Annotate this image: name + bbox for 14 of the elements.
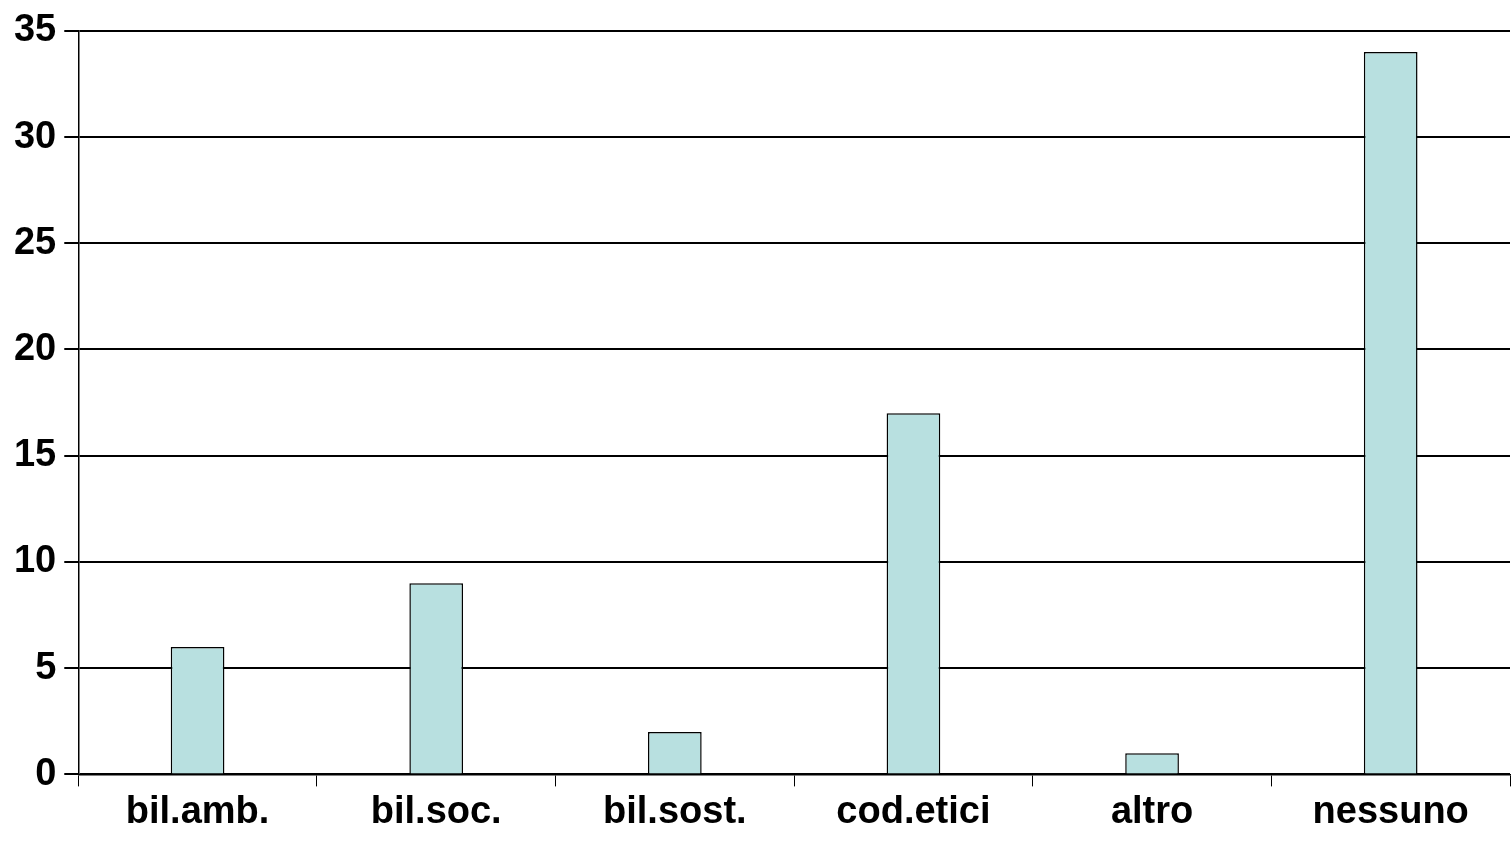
- y-tick-label: 0: [35, 750, 57, 793]
- x-tick-label: altro: [1110, 788, 1194, 831]
- y-tick-label: 20: [13, 325, 57, 368]
- y-tick-label: 5: [35, 644, 57, 687]
- y-tick-label: 15: [13, 432, 57, 475]
- y-tick-label: 10: [13, 538, 57, 581]
- x-tick-label: bil.soc.: [370, 788, 502, 831]
- y-tick-label: 35: [13, 7, 57, 50]
- y-tick-label: 30: [13, 113, 57, 156]
- x-tick-label: nessuno: [1312, 788, 1469, 831]
- y-tick-label: 25: [13, 219, 57, 262]
- x-tick-label: bil.amb.: [125, 788, 270, 831]
- x-tick-label: cod.etici: [836, 788, 991, 831]
- x-tick-label: bil.sost.: [603, 788, 747, 831]
